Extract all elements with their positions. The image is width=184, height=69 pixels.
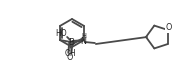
Text: OH: OH <box>64 49 76 58</box>
Text: B: B <box>68 37 74 47</box>
Text: O: O <box>67 53 73 62</box>
Text: H: H <box>81 33 86 39</box>
Text: N: N <box>80 37 86 45</box>
Text: HO: HO <box>55 29 67 38</box>
Text: O: O <box>166 23 172 32</box>
